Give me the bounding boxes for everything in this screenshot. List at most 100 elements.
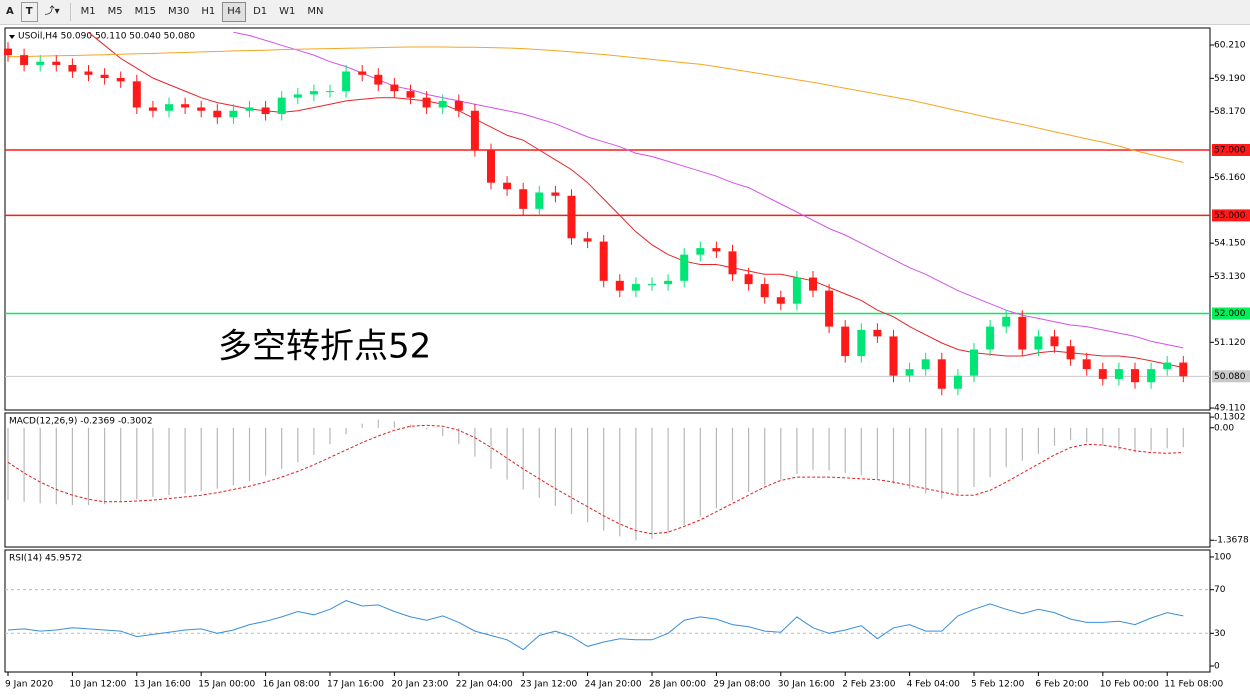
candle-body (535, 192, 544, 209)
x-tick-label: 30 Jan 16:00 (778, 680, 835, 690)
toolbar-button[interactable]: M30 (167, 6, 190, 17)
y-tick-label: 58.170 (1214, 107, 1246, 117)
price-label: 52.000 (1214, 309, 1246, 319)
candle-body (1147, 369, 1156, 383)
candle-body (1114, 369, 1123, 379)
x-tick-label: 10 Feb 00:00 (1100, 680, 1159, 690)
candle-body (792, 277, 801, 304)
x-tick-label: 16 Jan 08:00 (263, 680, 320, 690)
candle-body (744, 274, 753, 285)
candle-body (20, 55, 29, 65)
y-tick-label: 0 (1214, 662, 1220, 672)
candle-body (342, 71, 351, 92)
toolbar-button[interactable]: M15 (134, 6, 156, 17)
candle-body (326, 91, 334, 93)
price-label-box (1212, 370, 1250, 383)
toolbar-button[interactable]: T (20, 2, 38, 22)
panel-arrow (9, 35, 15, 39)
panel-title: MACD(12,26,9) -0.2369 -0.3002 (9, 417, 153, 427)
y-tick-label: 56.160 (1214, 173, 1246, 183)
y-tick-label: 59.190 (1214, 74, 1246, 84)
x-tick-label: 10 Jan 12:00 (69, 680, 126, 690)
candle-body (1098, 369, 1107, 379)
rsi-line (7, 600, 1184, 651)
candle-body (454, 100, 463, 111)
x-tick-label: 4 Feb 04:00 (907, 680, 961, 690)
line-tool-icon[interactable]: ⤴▾ (44, 6, 60, 17)
toolbar-button[interactable]: MN (307, 6, 324, 17)
candle-body (519, 189, 528, 209)
candle-body (599, 241, 608, 281)
y-tick-label: 0.1302 (1214, 413, 1246, 423)
candle-body (165, 104, 173, 111)
separator (69, 3, 71, 21)
main-panel-frame (4, 27, 1211, 411)
toolbar-button[interactable]: A (6, 6, 14, 17)
candle-body (229, 110, 238, 118)
candle-body (1082, 359, 1091, 370)
macd-panel-frame (4, 412, 1211, 548)
y-tick-label: 70 (1214, 585, 1226, 595)
candle-body (1018, 316, 1027, 350)
candle-body (213, 110, 222, 118)
y-tick-label: 49.110 (1214, 404, 1246, 414)
candle-body (277, 97, 286, 115)
candle-body (857, 329, 866, 357)
candle-body (4, 48, 12, 56)
candle-body (905, 369, 914, 376)
y-tick-label: 100 (1214, 552, 1231, 562)
candle-body (422, 97, 431, 108)
candle-body (567, 195, 576, 239)
x-tick-label: 11 Feb 08:00 (1164, 680, 1223, 690)
candle-body (615, 280, 624, 291)
candle-body (374, 74, 383, 85)
candle-body (551, 192, 560, 196)
candle-body (696, 248, 705, 255)
candle-body (970, 349, 978, 376)
candle-body (921, 359, 930, 370)
candle-body (358, 71, 367, 75)
macd-signal (7, 424, 1184, 535)
candle-body (728, 251, 737, 275)
toolbar-button[interactable]: H4 (222, 2, 247, 22)
y-tick-label: 30 (1214, 629, 1226, 639)
moving-average (7, 46, 1184, 163)
candle-body (841, 326, 850, 357)
candle-body (1163, 362, 1172, 370)
timeframe-group: M1 M5 M15 M30 H1 H4 D1 W1 MN (75, 2, 330, 22)
x-tick-label: 9 Jan 2020 (5, 680, 53, 690)
candle-body (809, 277, 817, 291)
moving-average (88, 31, 1184, 368)
price-label: 55.000 (1214, 211, 1246, 221)
candle-body (406, 91, 415, 98)
candle-body (52, 61, 61, 65)
x-tick-label: 29 Jan 08:00 (713, 680, 770, 690)
candle-body (309, 91, 318, 95)
x-tick-label: 24 Jan 20:00 (585, 680, 642, 690)
y-tick-label: 53.130 (1214, 272, 1246, 282)
toolbar-button[interactable]: W1 (279, 6, 296, 17)
x-tick-label: 20 Jan 23:00 (391, 680, 448, 690)
x-tick-label: 2 Feb 23:00 (842, 680, 896, 690)
candle-body (148, 107, 157, 111)
x-tick-label: 22 Jan 04:00 (456, 680, 513, 690)
price-label-box (1212, 143, 1250, 156)
candle-body (873, 329, 882, 337)
toolbar-button[interactable]: M5 (107, 6, 123, 17)
candle-body (181, 104, 190, 108)
candle-body (680, 254, 689, 281)
price-label: 50.080 (1214, 372, 1246, 382)
candle-body (100, 74, 109, 79)
candle-body (132, 81, 141, 108)
y-tick-label: 60.210 (1214, 41, 1246, 51)
x-tick-label: 5 Feb 12:00 (971, 680, 1025, 690)
toolbar-button[interactable]: M1 (80, 6, 96, 17)
toolbar-button[interactable]: D1 (253, 6, 268, 17)
toolbar-button[interactable]: H1 (201, 6, 216, 17)
x-tick-label: 15 Jan 00:00 (198, 680, 255, 690)
candle-body (503, 182, 512, 190)
